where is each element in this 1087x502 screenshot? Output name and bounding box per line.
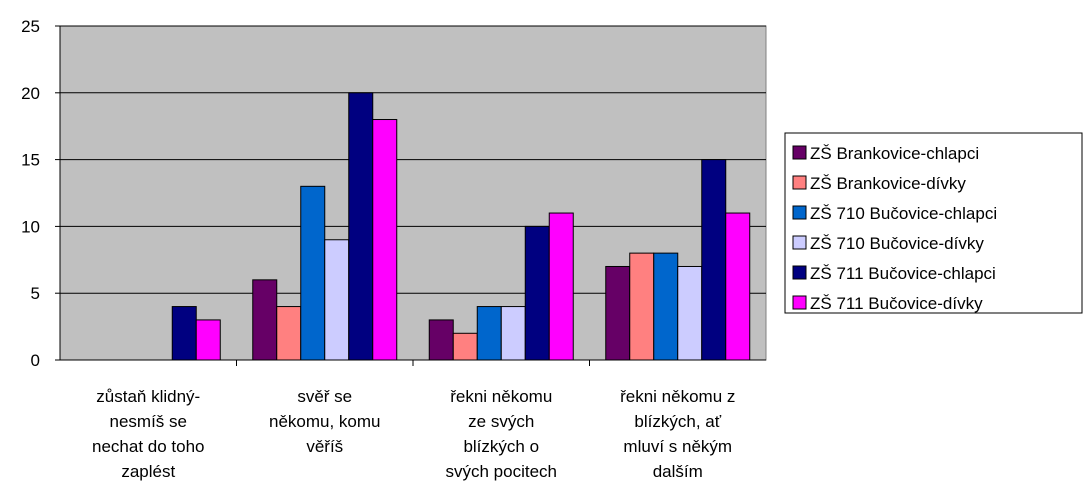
legend-swatch	[792, 175, 807, 190]
legend-swatch	[792, 295, 807, 310]
y-tick-label: 25	[21, 17, 40, 36]
bar	[701, 159, 727, 361]
bar	[653, 252, 679, 361]
bar	[324, 239, 350, 361]
y-tick-label: 15	[21, 151, 40, 170]
x-tick-label: zůstaň klidný-nesmíš se nechat do toho zap…	[92, 387, 204, 481]
y-tick-label: 20	[21, 84, 40, 103]
bar	[276, 306, 302, 361]
bar	[605, 265, 631, 361]
bar	[252, 279, 278, 361]
legend-label: ZŠ Brankovice-chlapci	[810, 144, 979, 163]
legend-label: ZŠ 711 Bučovice-dívky	[810, 294, 983, 313]
legend-label: ZŠ Brankovice-dívky	[810, 174, 966, 193]
bar	[195, 319, 221, 361]
legend-label: ZŠ 710 Bučovice-dívky	[810, 234, 984, 253]
x-tick-label: řekni někomu z blízkých, ať mluví s někým d…	[620, 387, 735, 481]
legend-swatch	[792, 145, 807, 160]
bar	[300, 185, 326, 361]
bar	[725, 212, 751, 361]
bar	[677, 265, 703, 361]
y-tick-label: 5	[31, 284, 40, 303]
y-tick-label: 10	[21, 217, 40, 236]
x-tick-label: svěř se někomu, komu věříš	[269, 387, 381, 456]
x-tick-label: řekni někomu ze svých blízkých o svých poci…	[446, 387, 558, 481]
bar	[476, 306, 502, 361]
legend-swatch	[792, 205, 807, 220]
bar	[348, 92, 374, 361]
bar	[548, 212, 574, 361]
bar	[171, 306, 197, 361]
y-tick-label: 0	[31, 351, 40, 370]
legend-label: ZŠ 710 Bučovice-chlapci	[810, 204, 997, 223]
legend-swatch	[792, 235, 807, 250]
bar	[524, 225, 550, 361]
bar	[428, 319, 454, 361]
legend-box	[784, 132, 1083, 314]
legend-swatch	[792, 265, 807, 280]
legend-label: ZŠ 711 Bučovice-chlapci	[810, 264, 996, 283]
bar	[372, 119, 398, 361]
bar	[500, 306, 526, 361]
bar	[452, 332, 478, 361]
bar	[629, 252, 655, 361]
